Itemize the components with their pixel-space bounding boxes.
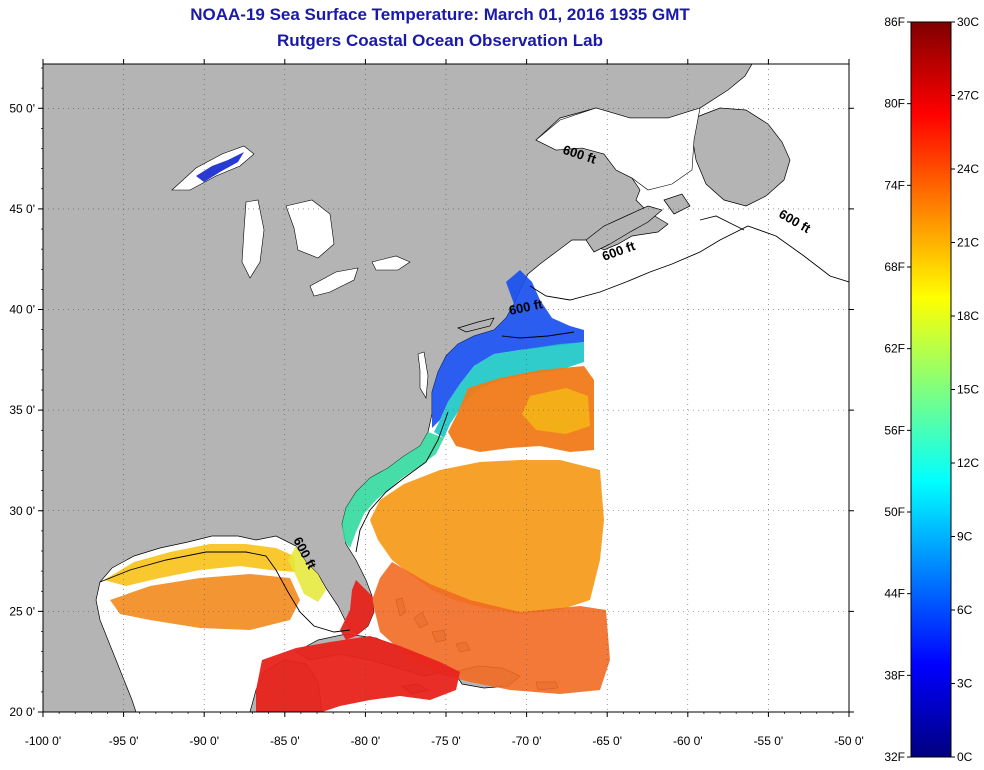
lon-tick-label: -65 0' xyxy=(592,734,622,748)
sst-florida-shelf xyxy=(288,546,326,602)
colorbar-f-label: 62F xyxy=(884,342,905,356)
lake-erie xyxy=(309,267,359,297)
colorbar-c-label: 3C xyxy=(957,677,973,691)
sst-sargasso xyxy=(370,460,604,614)
map-subtitle: Rutgers Coastal Ocean Observation Lab xyxy=(277,31,603,50)
colorbar-f-label: 44F xyxy=(884,587,905,601)
lon-tick-label: -70 0' xyxy=(512,734,542,748)
map-title: NOAA-19 Sea Surface Temperature: March 0… xyxy=(190,5,690,24)
depth-contour-label: 600 ft xyxy=(507,296,544,318)
colorbar-celsius-labels: 30C 27C 24C 21C 18C 15C 12C 9C 6C 3C 0C xyxy=(951,15,979,764)
newfoundland-island xyxy=(691,107,791,207)
colorbar-f-label: 68F xyxy=(884,260,905,274)
lon-tick-label: -95 0' xyxy=(109,734,139,748)
lat-tick-label: 30 0' xyxy=(9,504,35,518)
chesapeake-bay xyxy=(417,351,429,399)
colorbar-c-label: 27C xyxy=(957,89,979,103)
nova-scotia xyxy=(585,205,663,253)
lat-tick-label: 25 0' xyxy=(9,604,35,618)
sst-data-layer xyxy=(104,152,610,712)
sst-cool-hatteras xyxy=(342,432,444,548)
sst-cold-shelf xyxy=(432,270,584,428)
lat-lon-grid xyxy=(43,64,849,712)
lon-tick-label: -75 0' xyxy=(431,734,461,748)
sst-gulf-north-band xyxy=(104,544,296,586)
colorbar-gradient xyxy=(910,21,952,758)
sst-caribbean xyxy=(256,636,460,712)
lake-huron xyxy=(285,199,335,259)
colorbar-c-label: 12C xyxy=(957,456,979,470)
colorbar-c-label: 0C xyxy=(957,750,973,764)
lon-tick-label: -100 0' xyxy=(25,734,61,748)
sst-gulf-central xyxy=(110,574,300,630)
lon-tick-label: -80 0' xyxy=(351,734,381,748)
lat-tick-label: 50 0' xyxy=(9,101,35,115)
gulf-of-st-lawrence xyxy=(535,107,701,191)
colorbar-f-label: 80F xyxy=(884,97,905,111)
colorbar-c-label: 9C xyxy=(957,530,973,544)
latitude-axis: 50 0' 45 0' 40 0' 35 0' 30 0' 25 0' 20 0' xyxy=(9,67,854,719)
colorbar-f-label: 32F xyxy=(884,750,905,764)
colorbar-c-label: 30C xyxy=(957,15,979,29)
lon-tick-label: -85 0' xyxy=(270,734,300,748)
colorbar-c-label: 15C xyxy=(957,383,979,397)
lon-tick-label: -90 0' xyxy=(189,734,219,748)
lon-tick-label: -50 0' xyxy=(834,734,864,748)
longitude-axis: -100 0' -95 0' -90 0' -85 0' -80 0' -75 0' -70… xyxy=(25,59,864,748)
lat-tick-label: 20 0' xyxy=(9,705,35,719)
lon-tick-label: -55 0' xyxy=(754,734,784,748)
lat-tick-label: 35 0' xyxy=(9,403,35,417)
long-island xyxy=(457,317,495,333)
lake-ontario xyxy=(371,255,411,271)
lake-michigan xyxy=(241,199,265,279)
colorbar-f-label: 50F xyxy=(884,505,905,519)
depth-contour-600ft xyxy=(99,215,849,633)
colorbar-c-label: 21C xyxy=(957,236,979,250)
lon-tick-label: -60 0' xyxy=(673,734,703,748)
lat-tick-label: 40 0' xyxy=(9,303,35,317)
colorbar-c-label: 6C xyxy=(957,603,973,617)
temperature-colorbar: 86F 80F 74F 68F 62F 56F 50F 44F 38F 32F 30C 27C 24C… xyxy=(884,15,979,764)
colorbar-c-label: 24C xyxy=(957,162,979,176)
colorbar-f-label: 38F xyxy=(884,668,905,682)
sst-cool-slope xyxy=(434,342,584,438)
colorbar-f-label: 86F xyxy=(884,15,905,29)
lat-tick-label: 45 0' xyxy=(9,202,35,216)
sst-warm-core xyxy=(522,388,590,434)
colorbar-c-label: 18C xyxy=(957,309,979,323)
sst-labrador-lake xyxy=(196,152,244,182)
colorbar-f-label: 74F xyxy=(884,178,905,192)
colorbar-f-label: 56F xyxy=(884,423,905,437)
colorbar-fahrenheit-labels: 86F 80F 74F 68F 62F 56F 50F 44F 38F 32F xyxy=(884,15,911,764)
